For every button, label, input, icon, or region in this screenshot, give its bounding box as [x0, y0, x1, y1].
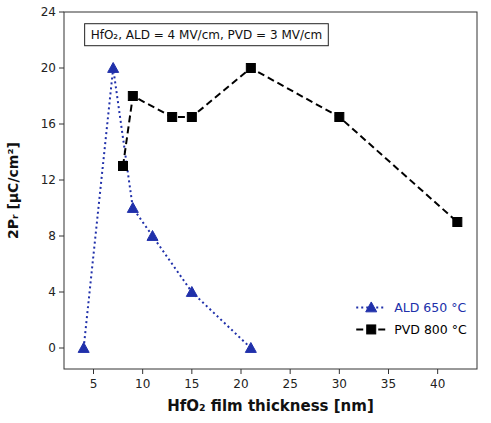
plot-background: [64, 12, 477, 369]
y-tick: [59, 124, 64, 125]
x-axis-label: HfO₂ film thickness [nm]: [167, 397, 374, 415]
marker-square: [119, 162, 128, 171]
y-tick-label: 8: [48, 229, 56, 243]
legend-label: ALD 650 °C: [394, 300, 466, 315]
x-tick: [437, 369, 438, 374]
y-tick: [59, 292, 64, 293]
x-tick-label: 20: [233, 377, 248, 391]
x-tick-label: 10: [135, 377, 150, 391]
annotation-text: HfO₂, ALD = 4 MV/cm, PVD = 3 MV/cm: [91, 28, 323, 42]
x-tick: [241, 369, 242, 374]
y-tick: [59, 12, 64, 13]
x-tick-label: 25: [283, 377, 298, 391]
x-tick: [388, 369, 389, 374]
x-tick: [93, 369, 94, 374]
series-line: [84, 68, 251, 348]
marker-square: [128, 92, 137, 101]
marker-square: [246, 64, 255, 73]
x-tick-label: 40: [430, 377, 445, 391]
marker-triangle: [245, 343, 256, 353]
series-line: [123, 68, 457, 222]
marker-triangle: [108, 63, 119, 73]
marker-square: [367, 325, 376, 334]
legend-label: PVD 800 °C: [394, 322, 467, 337]
y-tick-label: 12: [41, 173, 56, 187]
x-tick: [290, 369, 291, 374]
y-tick-label: 16: [41, 117, 56, 131]
marker-triangle: [127, 203, 138, 213]
x-tick-label: 15: [184, 377, 199, 391]
x-tick: [339, 369, 340, 374]
plot-frame: [64, 12, 477, 369]
annotation-box: [85, 24, 329, 46]
marker-square: [453, 218, 462, 227]
marker-triangle: [78, 343, 89, 353]
y-tick-label: 4: [48, 285, 56, 299]
y-tick: [59, 236, 64, 237]
y-tick-label: 24: [41, 5, 56, 19]
y-tick-label: 0: [48, 341, 56, 355]
x-tick-label: 35: [381, 377, 396, 391]
y-tick: [59, 68, 64, 69]
x-tick-label: 30: [332, 377, 347, 391]
y-tick: [59, 180, 64, 181]
y-tick: [59, 348, 64, 349]
annotation: HfO₂, ALD = 4 MV/cm, PVD = 3 MV/cm: [85, 24, 329, 46]
marker-triangle: [147, 231, 158, 241]
marker-triangle: [366, 302, 377, 312]
marker-square: [335, 113, 344, 122]
marker-square: [168, 113, 177, 122]
x-tick: [191, 369, 192, 374]
y-axis-label: 2Pᵣ [μC/cm²]: [5, 142, 21, 239]
y-tick-label: 20: [41, 61, 56, 75]
x-tick-label: 5: [90, 377, 98, 391]
x-tick: [142, 369, 143, 374]
chart-svg: 5 10 15 20 25 30 35 40 0 4 8 12 16 20 24 HfO₂ film thic…: [0, 0, 491, 423]
legend: ALD 650 °C PVD 800 °C: [356, 300, 467, 337]
marker-square: [187, 113, 196, 122]
marker-triangle: [186, 287, 197, 297]
